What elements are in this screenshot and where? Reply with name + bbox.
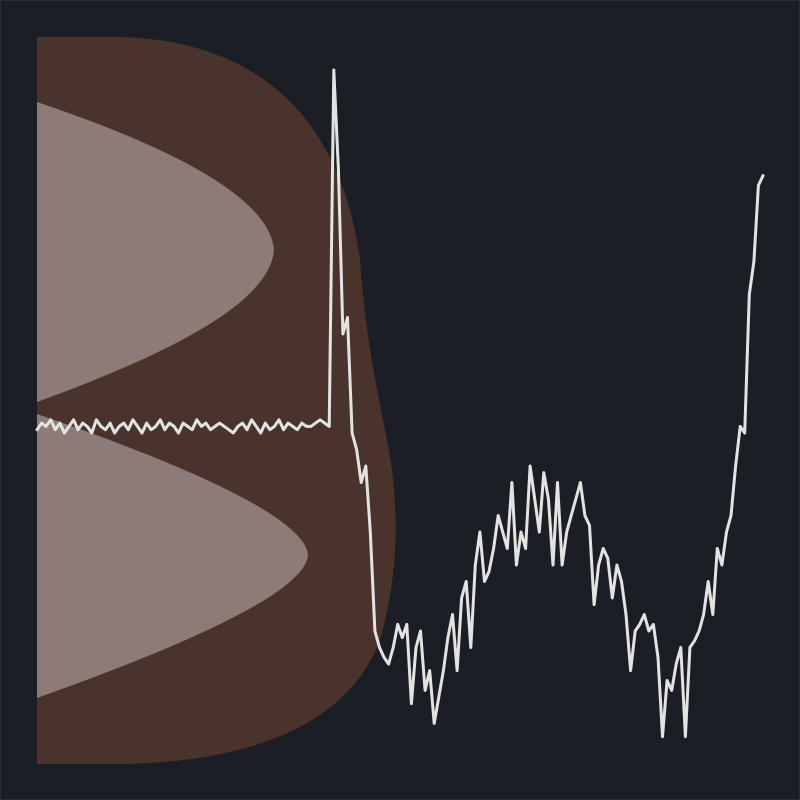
series-layer bbox=[35, 68, 765, 739]
upper-inner-lobe bbox=[37, 102, 274, 402]
series-line-0 bbox=[35, 68, 765, 739]
lower-inner-lobe bbox=[37, 414, 308, 698]
